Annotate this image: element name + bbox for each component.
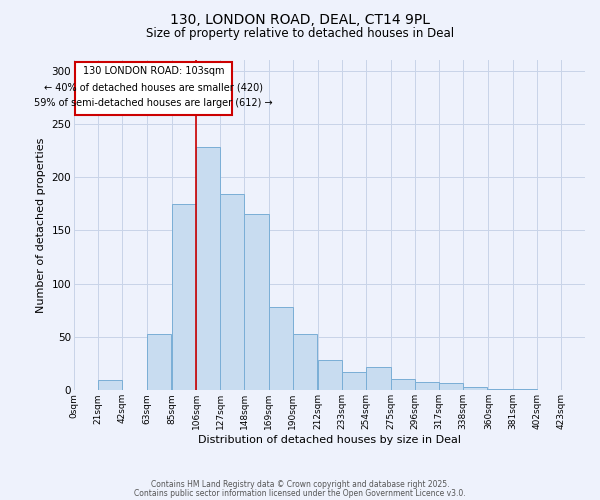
- Bar: [439, 383, 463, 390]
- Bar: [488, 389, 512, 390]
- Bar: [172, 204, 196, 390]
- Bar: [220, 194, 244, 390]
- Bar: [98, 380, 122, 390]
- Text: 130, LONDON ROAD, DEAL, CT14 9PL: 130, LONDON ROAD, DEAL, CT14 9PL: [170, 12, 430, 26]
- Text: Contains HM Land Registry data © Crown copyright and database right 2025.: Contains HM Land Registry data © Crown c…: [151, 480, 449, 489]
- Text: Contains public sector information licensed under the Open Government Licence v3: Contains public sector information licen…: [134, 488, 466, 498]
- Text: ← 40% of detached houses are smaller (420): ← 40% of detached houses are smaller (42…: [44, 82, 263, 92]
- FancyBboxPatch shape: [75, 62, 232, 116]
- X-axis label: Distribution of detached houses by size in Deal: Distribution of detached houses by size …: [198, 435, 461, 445]
- Bar: [367, 367, 391, 390]
- Bar: [293, 334, 317, 390]
- Bar: [463, 387, 487, 390]
- Bar: [391, 378, 415, 390]
- Bar: [415, 382, 439, 390]
- Bar: [196, 148, 220, 390]
- Y-axis label: Number of detached properties: Number of detached properties: [36, 138, 46, 313]
- Text: 130 LONDON ROAD: 103sqm: 130 LONDON ROAD: 103sqm: [83, 66, 224, 76]
- Bar: [269, 307, 293, 390]
- Bar: [512, 389, 536, 390]
- Bar: [146, 334, 171, 390]
- Bar: [342, 372, 367, 390]
- Bar: [318, 360, 342, 390]
- Text: Size of property relative to detached houses in Deal: Size of property relative to detached ho…: [146, 28, 454, 40]
- Bar: [244, 214, 269, 390]
- Text: 59% of semi-detached houses are larger (612) →: 59% of semi-detached houses are larger (…: [34, 98, 273, 108]
